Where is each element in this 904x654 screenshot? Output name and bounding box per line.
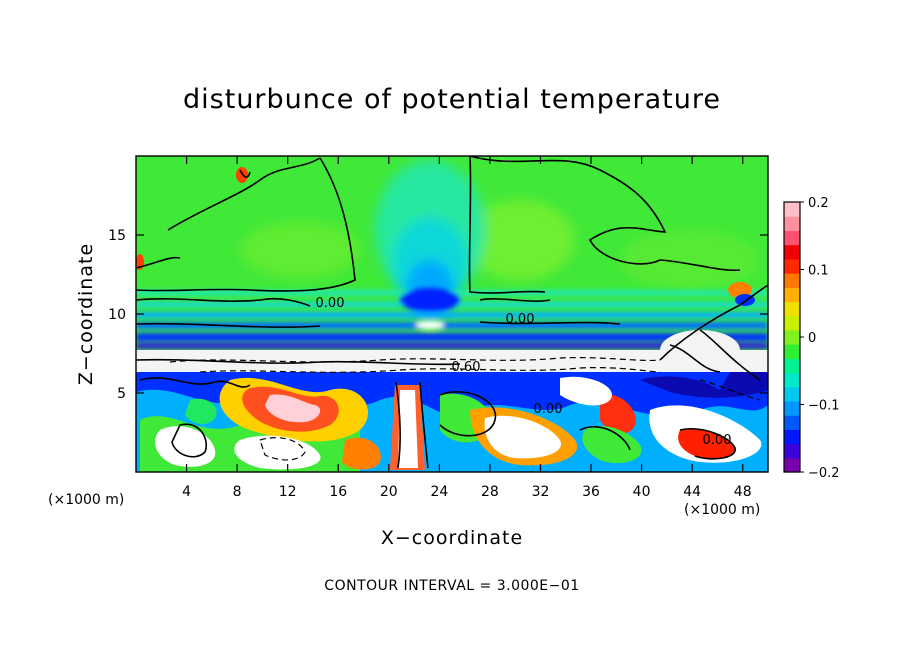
contour-label-group: 0.00 0.00 0.60 0.00 0.00 — [316, 296, 732, 448]
upper-field-blobs — [240, 160, 760, 320]
colorbar-segment — [784, 216, 800, 232]
colorbar-tick-label: 0 — [808, 331, 816, 346]
contour-label: 0.00 — [506, 312, 535, 327]
x-tick-label: 12 — [279, 484, 297, 500]
chart-title: disturbunce of potential temperature — [183, 84, 721, 115]
colorbar-tick-label: 0.2 — [808, 196, 829, 211]
colorbar-segment — [784, 358, 800, 374]
colorbar: 0.2 0.1 0 −0.1 −0.2 — [783, 196, 840, 481]
x-unit-label-right: (×1000 m) — [684, 502, 761, 518]
x-axis-label: X−coordinate — [380, 527, 524, 549]
lower-turbulence — [136, 372, 768, 472]
x-tick-label: 16 — [329, 484, 347, 500]
colorbar-tick-label: −0.2 — [808, 466, 840, 481]
contour-interval-note: CONTOUR INTERVAL = 3.000E−01 — [324, 578, 580, 594]
white-layer — [136, 350, 768, 372]
x-tick-label: 20 — [380, 484, 398, 500]
x-tick-label: 44 — [683, 484, 701, 500]
band-layers — [136, 288, 768, 349]
contour-label: 0.60 — [452, 360, 481, 375]
colorbar-segment — [784, 244, 800, 260]
x-tick-label: 36 — [582, 484, 600, 500]
y-tick-label: 15 — [108, 228, 126, 244]
x-tick-label: 28 — [481, 484, 499, 500]
x-tick-label: 32 — [532, 484, 550, 500]
colorbar-segment — [784, 230, 800, 246]
colorbar-segment — [784, 301, 800, 317]
x-unit-label-left: (×1000 m) — [48, 492, 125, 508]
colorbar-segment — [784, 443, 800, 459]
colorbar-segment — [784, 258, 800, 274]
contour-lines — [136, 156, 768, 469]
colorbar-segment — [784, 287, 800, 303]
colorbar-segment — [784, 415, 800, 430]
x-tick-label: 4 — [182, 484, 191, 500]
dashed-contours — [169, 357, 761, 461]
colorbar-segment — [784, 457, 800, 473]
y-tick-label: 10 — [108, 307, 126, 323]
x-tick-label: 48 — [734, 484, 752, 500]
colorbar-segment — [784, 202, 800, 217]
y-ticks: 5 10 15 — [108, 228, 768, 402]
colorbar-segment — [784, 386, 800, 402]
colorbar-segment — [784, 429, 800, 445]
colorbar-segment — [784, 273, 800, 288]
x-tick-label: 40 — [633, 484, 651, 500]
heatmap-field: 0.00 0.00 0.60 0.00 0.00 — [136, 156, 768, 472]
colorbar-segment — [784, 329, 800, 345]
x-ticks: 4 8 12 16 20 24 28 32 36 40 44 48 — [182, 156, 752, 500]
colorbar-segment — [784, 315, 800, 331]
y-tick-label: 5 — [117, 386, 126, 402]
x-tick-label: 8 — [233, 484, 242, 500]
colorbar-segment — [784, 400, 800, 416]
colorbar-segment — [784, 372, 800, 388]
colorbar-segment — [784, 344, 800, 359]
colorbar-tick-label: 0.1 — [808, 264, 829, 279]
contour-label: 0.00 — [703, 433, 732, 448]
contour-label: 0.00 — [316, 296, 345, 311]
contour-label: 0.00 — [534, 402, 563, 417]
x-tick-label: 24 — [430, 484, 448, 500]
colorbar-tick-label: −0.1 — [808, 399, 840, 414]
